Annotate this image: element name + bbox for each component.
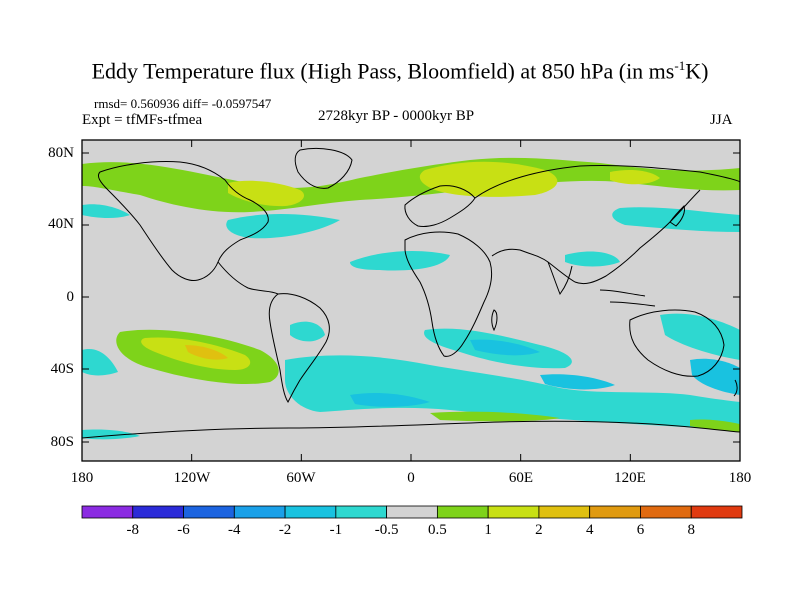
anomaly-field-south-band [285,355,740,430]
colorbar-label: 0.5 [428,522,447,538]
lon-tick-label: 0 [407,470,415,486]
anomaly-field-north-cyan [82,204,130,219]
anomaly-field-south-core [350,392,430,407]
anomaly-field-north-cyan [565,251,620,267]
colorbar-swatch [233,505,286,519]
axis-ticks [81,140,741,461]
anomaly-field-south-core [540,374,615,390]
experiment-label: Expt = tfMFs-tfmea [82,112,203,128]
anomaly-field-south-band [82,349,118,376]
colorbar-label: -4 [228,522,241,538]
anomaly-field-north-cyan [612,207,740,232]
lon-tick-label: 120W [173,470,211,486]
colorbar-swatch [81,505,134,519]
anomaly-field-south-core [470,339,540,356]
lat-tick-label: 40S [50,361,74,377]
season-label: JJA [710,112,733,128]
colorbar [81,505,743,519]
period-label: 2728kyr BP - 0000kyr BP [318,108,475,124]
lat-tick-label: 40N [48,216,74,232]
colorbar-label: -0.5 [374,522,399,538]
colorbar-swatch [132,505,184,519]
lon-tick-label: 60E [508,470,534,486]
colorbar-label: 8 [687,522,695,538]
colorbar-label: 1 [484,522,492,538]
colorbar-swatch [335,505,388,519]
plot-title: Eddy Temperature flux (High Pass, Bloomf… [91,58,709,84]
anomaly-field-south-band [660,313,740,360]
colorbar-label: -8 [126,522,140,538]
colorbar-label: 4 [585,522,594,538]
anomaly-field-north-yellow [610,170,660,185]
colorbar-swatch [183,505,235,519]
anomaly-field-south-core [690,358,740,395]
colorbar-label: -2 [278,522,292,538]
colorbar-swatch [386,505,438,519]
lon-tick-label: 120E [614,470,646,486]
lon-tick-label: 180 [70,470,94,486]
stats-label: rmsd= 0.560936 diff= -0.0597547 [94,96,272,111]
anomaly-field-north-cyan [350,250,450,271]
anomaly-field-north-cyan [226,214,340,239]
colorbar-swatch [284,505,337,519]
anomaly-field-south-green [690,419,740,432]
anomaly-field-south-band [290,321,325,342]
anomaly-field-south-green [430,411,560,422]
colorbar-label: 2 [535,522,543,538]
anomaly-field-north-yellow [228,180,305,207]
colorbar-swatch [538,505,591,519]
lat-tick-label: 80N [48,145,74,161]
colorbar-label: -6 [177,522,190,538]
colorbar-swatch [690,505,743,519]
colorbar-swatch [487,505,540,519]
coastlines [82,147,740,439]
colorbar-swatch [589,505,641,519]
colorbar-swatch [640,505,692,519]
colorbar-label: 6 [636,522,645,538]
anomaly-field-north-yellow [419,161,558,197]
colorbar-swatch [436,505,489,519]
colorbar-label: -1 [329,522,343,538]
anomaly-field-southpacific-orange [185,345,228,360]
lat-tick-label: 0 [66,289,75,305]
lat-tick-label: 80S [50,434,74,450]
lon-tick-label: 180 [728,470,752,486]
lon-tick-label: 60W [286,470,316,486]
